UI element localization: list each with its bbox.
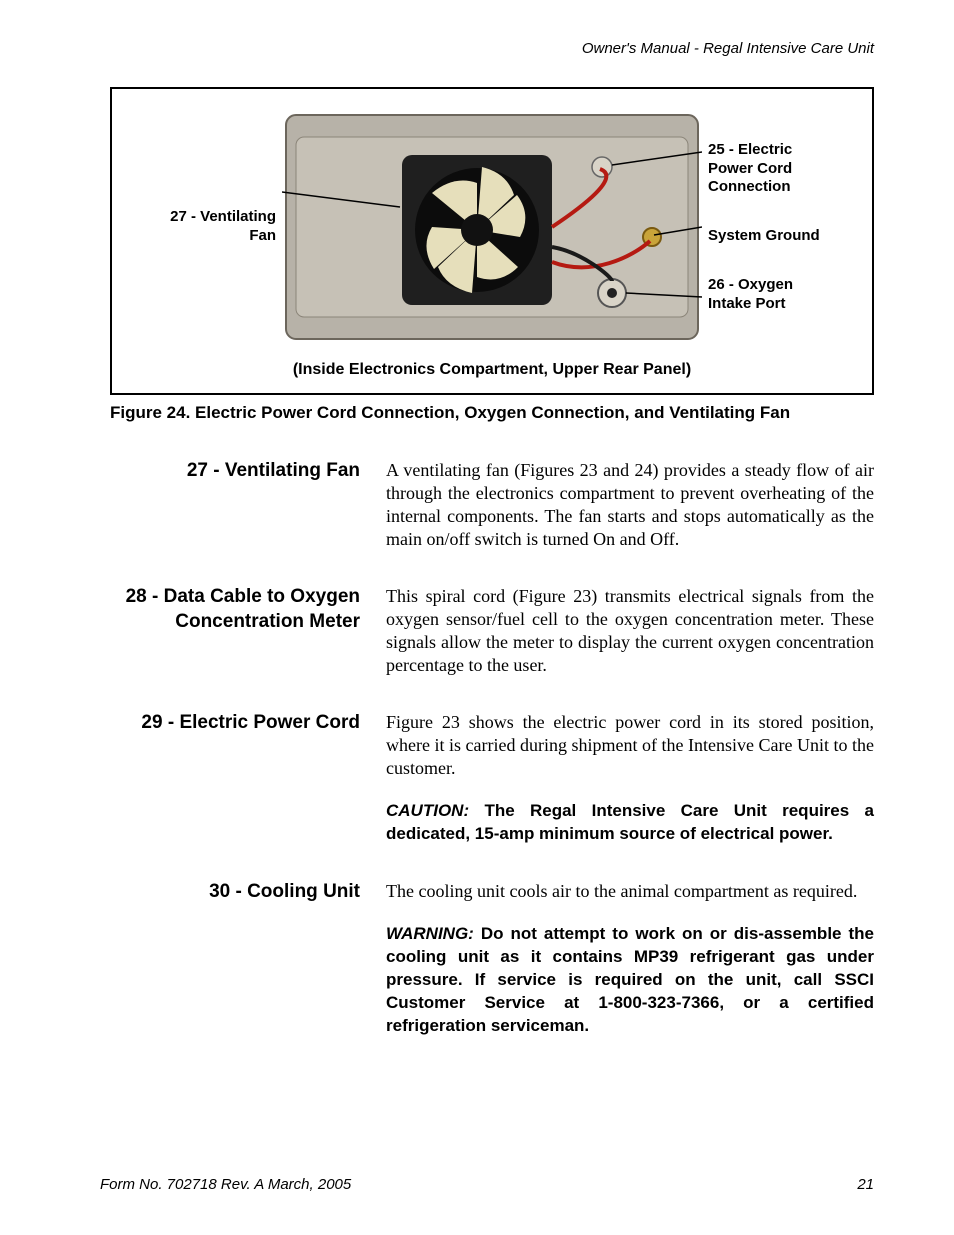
section-30-p1: The cooling unit cools air to the animal… bbox=[386, 880, 874, 903]
caution-lead: CAUTION: bbox=[386, 801, 469, 820]
figure-inside-caption: (Inside Electronics Compartment, Upper R… bbox=[122, 361, 862, 379]
figure-label-left: 27 - Ventilating Fan bbox=[146, 208, 276, 246]
section-heading-30: 30 - Cooling Unit bbox=[100, 880, 360, 1038]
footer-page-number: 21 bbox=[857, 1176, 874, 1193]
section-29-p1: Figure 23 shows the electric power cord … bbox=[386, 711, 874, 780]
section-30-warning: WARNING: Do not attempt to work on or di… bbox=[386, 923, 874, 1038]
component-photo bbox=[282, 107, 702, 347]
section-28-p1: This spiral cord (Figure 23) transmits e… bbox=[386, 585, 874, 677]
section-29-caution: CAUTION: The Regal Intensive Care Unit r… bbox=[386, 800, 874, 846]
section-heading-29: 29 - Electric Power Cord bbox=[100, 711, 360, 846]
figure-label-oxygen-port: 26 - Oxygen Intake Port bbox=[708, 276, 838, 314]
figure-label-ground: System Ground bbox=[708, 227, 838, 246]
page-header: Owner's Manual - Regal Intensive Care Un… bbox=[100, 40, 874, 57]
figure-title: Figure 24. Electric Power Cord Connectio… bbox=[110, 403, 874, 423]
warning-lead: WARNING: bbox=[386, 924, 474, 943]
section-27-p1: A ventilating fan (Figures 23 and 24) pr… bbox=[386, 459, 874, 551]
figure-label-power-cord: 25 - Electric Power Cord Connection bbox=[708, 141, 838, 197]
section-heading-27: 27 - Ventilating Fan bbox=[100, 459, 360, 551]
footer-left: Form No. 702718 Rev. A March, 2005 bbox=[100, 1176, 351, 1193]
figure-frame: 27 - Ventilating Fan bbox=[110, 87, 874, 395]
section-heading-28: 28 - Data Cable to Oxygen Concentration … bbox=[100, 585, 360, 677]
